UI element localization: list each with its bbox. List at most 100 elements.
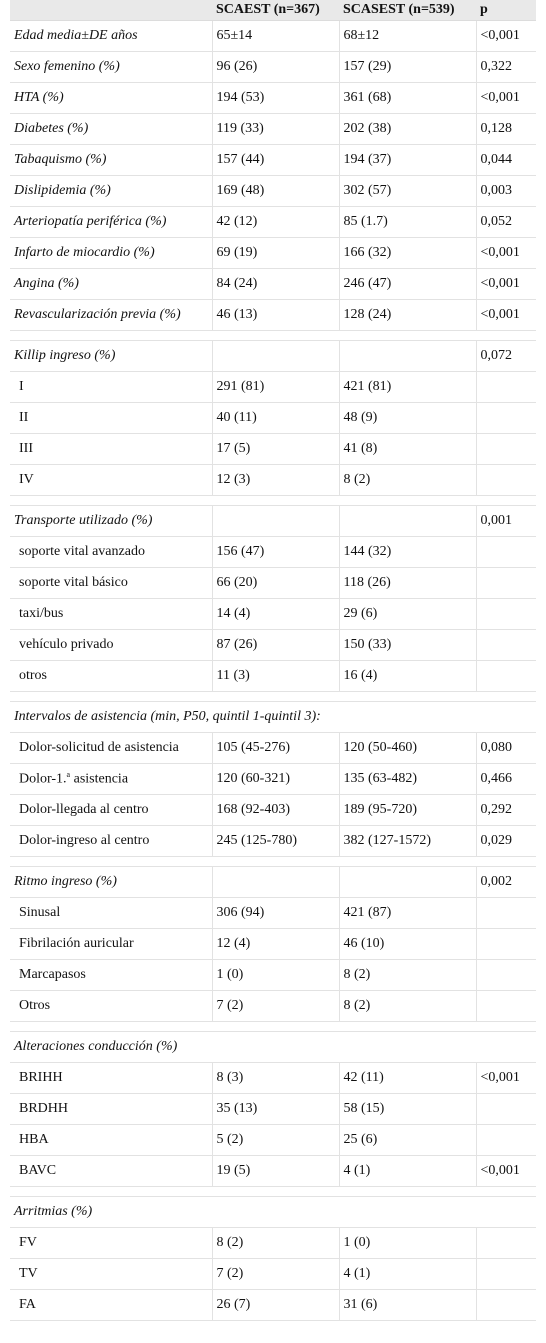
table-row: Marcapasos 1 (0) 8 (2) [10, 959, 536, 991]
spacer-cell [10, 330, 536, 341]
table-row: Dolor-ingreso al centro 245 (125-780) 382 … [10, 825, 536, 857]
p-value [476, 928, 536, 960]
p-value [476, 567, 536, 599]
header-scaest: SCAEST (n=367) [212, 0, 339, 21]
spacer-cell [10, 856, 536, 867]
p-value: <0,001 [476, 1155, 536, 1187]
scaest-value: 156 (47) [212, 536, 340, 568]
scasest-value: 421 (81) [339, 371, 477, 403]
section-label: Arritmias (%) [10, 1196, 536, 1228]
scaest-value: 19 (5) [212, 1155, 340, 1187]
p-value [476, 1124, 536, 1156]
scasest-value: 150 (33) [339, 629, 477, 661]
spacer-cell [10, 1186, 536, 1197]
p-value: <0,001 [476, 20, 536, 52]
p-value: 0,002 [476, 866, 536, 898]
p-value: 0,466 [476, 763, 536, 795]
row-label: Dislipidemia (%) [10, 175, 213, 207]
spacer-row [10, 1021, 536, 1032]
p-value [476, 1289, 536, 1321]
section-header-row: Intervalos de asistencia (min, P50, quin… [10, 701, 536, 733]
spacer-cell [10, 691, 536, 702]
scaest-value: 12 (4) [212, 928, 340, 960]
spacer-row [10, 1186, 536, 1197]
row-label: soporte vital básico [10, 567, 213, 599]
row-label: BRIHH [10, 1062, 213, 1094]
row-label: FV [10, 1227, 213, 1259]
scasest-value: 42 (11) [339, 1062, 477, 1094]
table-row: soporte vital avanzado 156 (47) 144 (32) [10, 536, 536, 568]
scaest-value: 11 (3) [212, 660, 340, 692]
table-row: Angina (%) 84 (24) 246 (47) <0,001 [10, 268, 536, 300]
scasest-value: 421 (87) [339, 897, 477, 929]
row-label: Dolor-ingreso al centro [10, 825, 213, 857]
row-label: Ritmo ingreso (%) [10, 866, 213, 898]
scasest-value: 4 (1) [339, 1258, 477, 1290]
p-value: <0,001 [476, 82, 536, 114]
scaest-value: 12 (3) [212, 464, 340, 496]
p-value [476, 1227, 536, 1259]
row-label: III [10, 433, 213, 465]
scaest-value: 96 (26) [212, 51, 340, 83]
scasest-value: 118 (26) [339, 567, 477, 599]
scasest-value: 8 (2) [339, 464, 477, 496]
p-value [476, 897, 536, 929]
scasest-value: 135 (63-482) [339, 763, 477, 795]
spacer-cell [10, 1021, 536, 1032]
scaest-value [212, 340, 340, 372]
table-row: Sinusal 306 (94) 421 (87) [10, 897, 536, 929]
row-label: soporte vital avanzado [10, 536, 213, 568]
scaest-value: 105 (45-276) [212, 732, 340, 764]
table-row: BRDHH 35 (13) 58 (15) [10, 1093, 536, 1125]
scaest-value: 157 (44) [212, 144, 340, 176]
p-value: 0,292 [476, 794, 536, 826]
scasest-value: 58 (15) [339, 1093, 477, 1125]
p-value [476, 433, 536, 465]
table-row: TV 7 (2) 4 (1) [10, 1258, 536, 1290]
scasest-value [339, 866, 477, 898]
scaest-value: 46 (13) [212, 299, 340, 331]
p-value [476, 371, 536, 403]
row-label: vehículo privado [10, 629, 213, 661]
p-value [476, 402, 536, 434]
scasest-value: 25 (6) [339, 1124, 477, 1156]
table-row: Otros 7 (2) 8 (2) [10, 990, 536, 1022]
row-label-superscript: a [66, 770, 71, 780]
p-value: 0,080 [476, 732, 536, 764]
scasest-value [339, 340, 477, 372]
scasest-value: 46 (10) [339, 928, 477, 960]
table-row: Infarto de miocardio (%) 69 (19) 166 (32) <… [10, 237, 536, 269]
table-header: SCAEST (n=367) SCASEST (n=539) p [10, 0, 536, 21]
row-label: Edad media±DE años [10, 20, 213, 52]
p-value [476, 536, 536, 568]
table-row: Diabetes (%) 119 (33) 202 (38) 0,128 [10, 113, 536, 145]
table-row: otros 11 (3) 16 (4) [10, 660, 536, 692]
row-label-text: Dolor-1. [19, 771, 67, 787]
scasest-value: 144 (32) [339, 536, 477, 568]
p-value: 0,052 [476, 206, 536, 238]
scasest-value: 302 (57) [339, 175, 477, 207]
row-label: Infarto de miocardio (%) [10, 237, 213, 269]
scasest-value: 41 (8) [339, 433, 477, 465]
scaest-value: 7 (2) [212, 990, 340, 1022]
spacer-row [10, 330, 536, 341]
scaest-value: 5 (2) [212, 1124, 340, 1156]
scaest-value [212, 866, 340, 898]
scasest-value: 246 (47) [339, 268, 477, 300]
row-label: taxi/bus [10, 598, 213, 630]
scaest-value: 40 (11) [212, 402, 340, 434]
row-label: Sexo femenino (%) [10, 51, 213, 83]
table-row: II 40 (11) 48 (9) [10, 402, 536, 434]
p-value [476, 464, 536, 496]
table-row: Ritmo ingreso (%) 0,002 [10, 866, 536, 898]
table-row: taxi/bus 14 (4) 29 (6) [10, 598, 536, 630]
scaest-value: 169 (48) [212, 175, 340, 207]
scaest-value: 69 (19) [212, 237, 340, 269]
table-row: I 291 (81) 421 (81) [10, 371, 536, 403]
scaest-value: 119 (33) [212, 113, 340, 145]
scaest-value: 7 (2) [212, 1258, 340, 1290]
comparison-table: SCAEST (n=367) SCASEST (n=539) p Edad me… [10, 0, 536, 1321]
p-value: 0,044 [476, 144, 536, 176]
scaest-value: 84 (24) [212, 268, 340, 300]
row-label: Marcapasos [10, 959, 213, 991]
